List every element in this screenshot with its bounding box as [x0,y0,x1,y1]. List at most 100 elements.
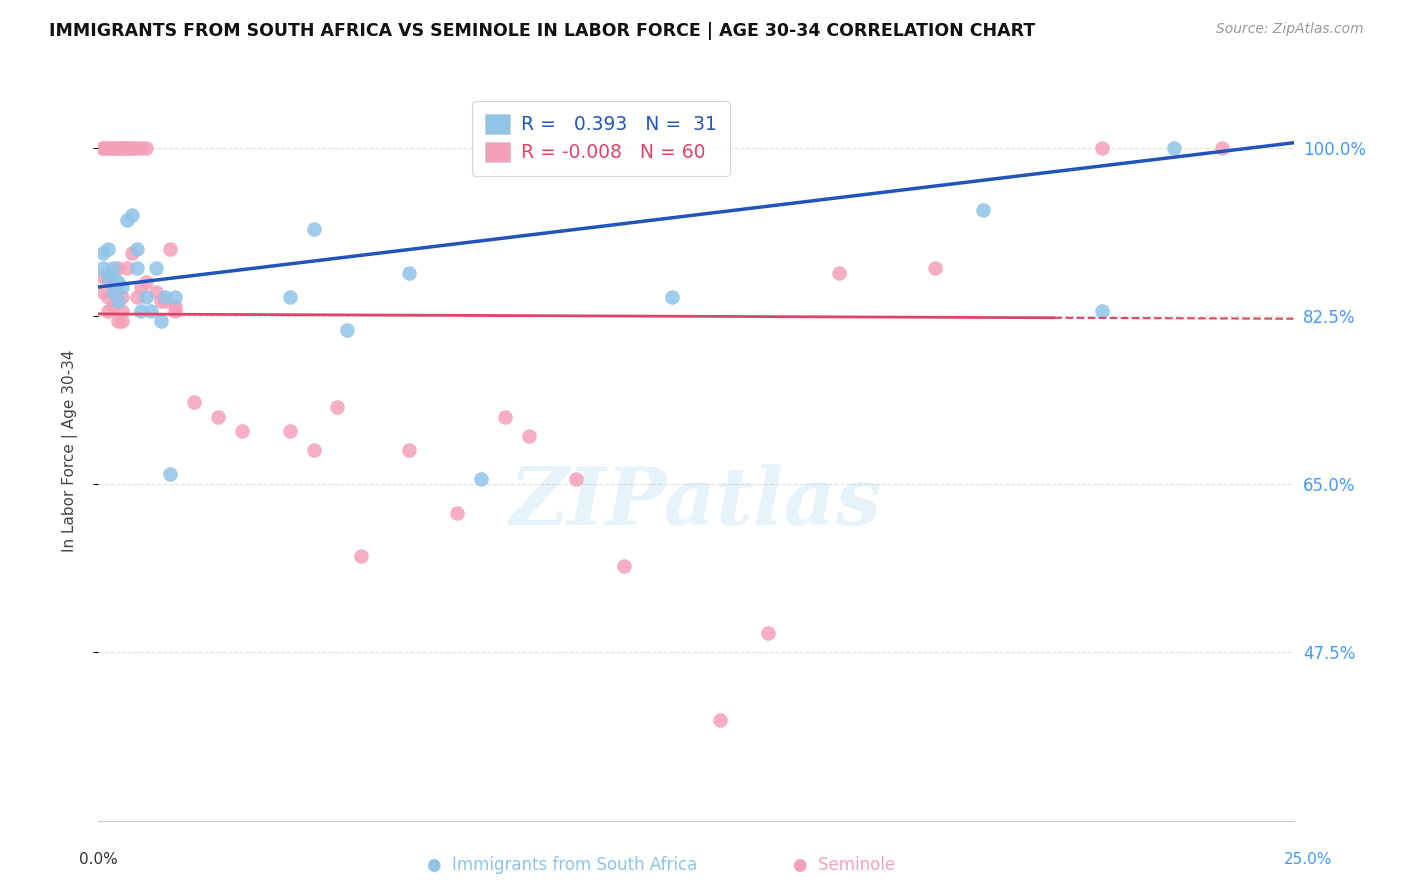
Point [101,260,124,275]
Point [101,285,124,299]
Text: ZIPatlas: ZIPatlas [510,464,882,541]
Text: ●  Immigrants from South Africa: ● Immigrants from South Africa [427,856,697,874]
Point [111,140,134,154]
Point [107,260,129,275]
Point [107,140,129,154]
Point [91,246,114,260]
Point [709,713,731,727]
Point [145,285,167,299]
Point [97,290,120,304]
Point [336,323,359,337]
Point [1163,140,1185,154]
Text: 25.0%: 25.0% [1284,852,1331,867]
Point [97,304,120,318]
Point [145,260,167,275]
Point [231,424,253,438]
Point [97,242,120,256]
Point [121,140,143,154]
Point [125,140,148,154]
Point [149,313,172,327]
Point [494,409,516,424]
Point [155,290,177,304]
Text: 0.0%: 0.0% [79,852,118,867]
Point [125,242,148,256]
Point [131,280,153,294]
Point [125,290,148,304]
Point [159,467,181,482]
Point [121,246,143,260]
Point [139,304,162,318]
Point [1091,304,1114,318]
Point [101,270,124,285]
Point [111,304,134,318]
Point [91,270,114,285]
Point [107,294,129,309]
Point [972,203,994,218]
Point [470,472,492,486]
Point [101,285,124,299]
Point [97,270,120,285]
Point [398,266,420,280]
Point [97,140,120,154]
Point [111,290,134,304]
Text: IMMIGRANTS FROM SOUTH AFRICA VS SEMINOLE IN LABOR FORCE | AGE 30-34 CORRELATION : IMMIGRANTS FROM SOUTH AFRICA VS SEMINOLE… [49,22,1035,40]
Point [350,549,373,564]
Point [101,140,124,154]
Point [111,140,134,154]
Point [756,626,779,640]
Point [97,270,120,285]
Point [101,299,124,313]
Point [163,304,186,318]
Point [278,290,301,304]
Point [398,443,420,458]
Point [115,140,138,154]
Point [111,280,134,294]
Point [121,208,143,222]
Point [159,242,181,256]
Point [125,260,148,275]
Point [183,395,205,409]
Point [1091,140,1114,154]
Point [107,313,129,327]
Point [131,140,153,154]
Point [91,140,114,154]
Point [828,266,851,280]
Point [107,140,129,154]
Point [924,260,946,275]
Point [149,294,172,309]
Point [613,558,636,573]
Point [565,472,588,486]
Point [163,299,186,313]
Point [115,212,138,227]
Point [207,409,229,424]
Point [661,290,683,304]
Point [1211,140,1233,154]
Point [107,275,129,289]
Point [91,260,114,275]
Point [111,313,134,327]
Point [135,275,157,289]
Text: ●  Seminole: ● Seminole [793,856,894,874]
Point [121,140,143,154]
Point [163,290,186,304]
Point [131,304,153,318]
Legend: R =   0.393   N =  31, R = -0.008   N = 60: R = 0.393 N = 31, R = -0.008 N = 60 [472,101,730,176]
Point [97,140,120,154]
Point [446,506,468,520]
Point [115,260,138,275]
Point [101,140,124,154]
Point [326,400,349,414]
Point [115,140,138,154]
Point [517,429,540,443]
Point [155,294,177,309]
Point [91,140,114,154]
Point [135,140,157,154]
Point [302,443,325,458]
Point [91,285,114,299]
Y-axis label: In Labor Force | Age 30-34: In Labor Force | Age 30-34 [62,349,77,552]
Point [135,290,157,304]
Text: Source: ZipAtlas.com: Source: ZipAtlas.com [1216,22,1364,37]
Point [115,140,138,154]
Point [278,424,301,438]
Point [302,222,325,236]
